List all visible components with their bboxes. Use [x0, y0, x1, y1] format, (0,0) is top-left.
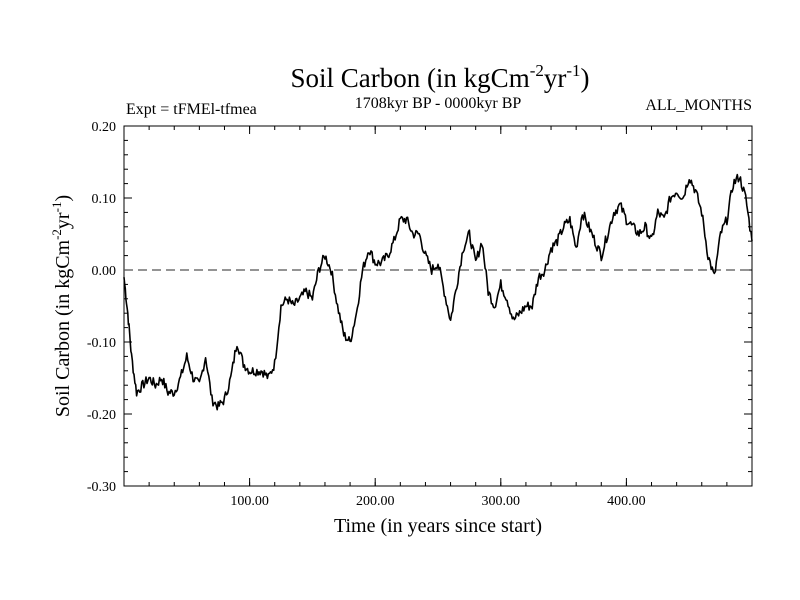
y-tick-label: 0.00 — [92, 264, 117, 279]
x-tick-label: 200.00 — [356, 494, 395, 509]
x-tick-label: 300.00 — [482, 494, 521, 509]
axis-ticks — [124, 125, 752, 487]
plot-frame — [123, 125, 753, 487]
y-tick-label: 0.20 — [92, 120, 117, 135]
chart-title-sup2: -1 — [566, 61, 580, 80]
y-tick-label: -0.30 — [87, 480, 116, 495]
chart-title: Soil Carbon (in kgCm-2yr-1) — [290, 61, 589, 93]
y-axis-label-sup1: -2 — [49, 229, 64, 240]
y-axis-label-sup2: -1 — [49, 202, 64, 213]
subtitle-experiment: Expt = tFMEl-tfmea — [126, 101, 257, 118]
y-axis-label: Soil Carbon (in kgCm-2yr-1) — [49, 195, 74, 417]
y-tick-label: 0.10 — [92, 192, 117, 207]
subtitle-months: ALL_MONTHS — [645, 97, 752, 114]
chart-title-mid: yr — [544, 63, 567, 93]
y-tick-label: -0.20 — [87, 408, 116, 423]
soil-carbon-series-line — [123, 173, 753, 411]
chart-title-end: ) — [581, 63, 590, 93]
axis-tick-labels: 0.20 0.10 0.00 -0.10 -0.20 -0.30 100.00 200.00 3… — [87, 120, 646, 509]
x-axis-label: Time (in years since start) — [334, 515, 542, 537]
y-axis-label-main: Soil Carbon (in kgCm — [52, 239, 74, 417]
y-tick-label: -0.10 — [87, 336, 116, 351]
x-tick-label: 400.00 — [607, 494, 646, 509]
y-axis-label-mid: yr — [52, 212, 74, 229]
y-axis-label-end: ) — [52, 195, 74, 202]
subtitle-time-range: 1708kyr BP - 0000kyr BP — [355, 95, 522, 112]
chart-title-main: Soil Carbon (in kgCm — [290, 63, 529, 93]
x-tick-label: 100.00 — [230, 494, 269, 509]
chart-title-sup1: -2 — [530, 61, 544, 80]
